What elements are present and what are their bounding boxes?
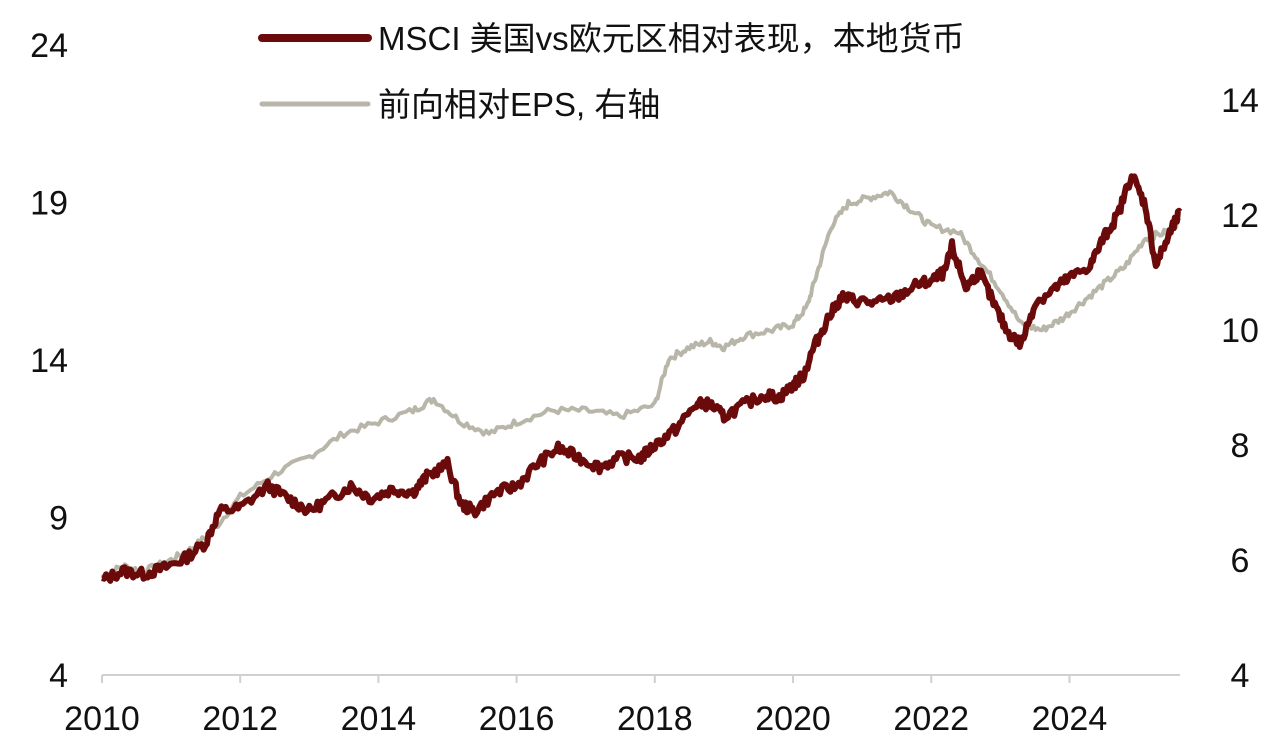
x-tick-label: 2010: [64, 700, 140, 738]
y-left-tick-label: 4: [49, 657, 68, 695]
legend: MSCI 美国vs欧元区相对表现，本地货币 前向相对EPS, 右轴: [258, 20, 965, 123]
legend-label-forward-eps: 前向相对EPS, 右轴: [378, 86, 660, 123]
y-right-tick-label: 4: [1231, 657, 1250, 695]
x-tick-label: 2012: [202, 700, 278, 738]
y-right-tick-group: 14 12 10 8 6 4: [1221, 82, 1259, 695]
y-right-tick-label: 12: [1221, 197, 1259, 235]
x-tick-group: 2010 2012 2014 2016 2018 2020 2022 2024: [64, 675, 1107, 738]
y-right-tick-label: 6: [1231, 542, 1250, 580]
x-tick-label: 2024: [1032, 700, 1108, 738]
y-left-tick-label: 9: [49, 500, 68, 538]
x-tick-label: 2020: [755, 700, 831, 738]
y-left-tick-label: 24: [30, 27, 68, 65]
series-line-forward-eps: [100, 189, 1182, 580]
y-right-tick-label: 8: [1231, 427, 1250, 465]
x-tick-label: 2022: [893, 700, 969, 738]
y-right-tick-label: 10: [1221, 312, 1259, 350]
x-tick-label: 2014: [341, 700, 417, 738]
y-left-tick-group: 24 19 14 9 4: [30, 27, 68, 695]
series-group: [100, 173, 1183, 584]
y-right-tick-label: 14: [1221, 82, 1259, 120]
legend-label-relative-performance: MSCI 美国vs欧元区相对表现，本地货币: [378, 20, 965, 57]
y-left-tick-label: 19: [30, 185, 68, 223]
series-line-relative-performance: [101, 173, 1183, 584]
x-tick-label: 2018: [617, 700, 693, 738]
x-tick-label: 2016: [479, 700, 555, 738]
y-left-tick-label: 14: [30, 342, 68, 380]
